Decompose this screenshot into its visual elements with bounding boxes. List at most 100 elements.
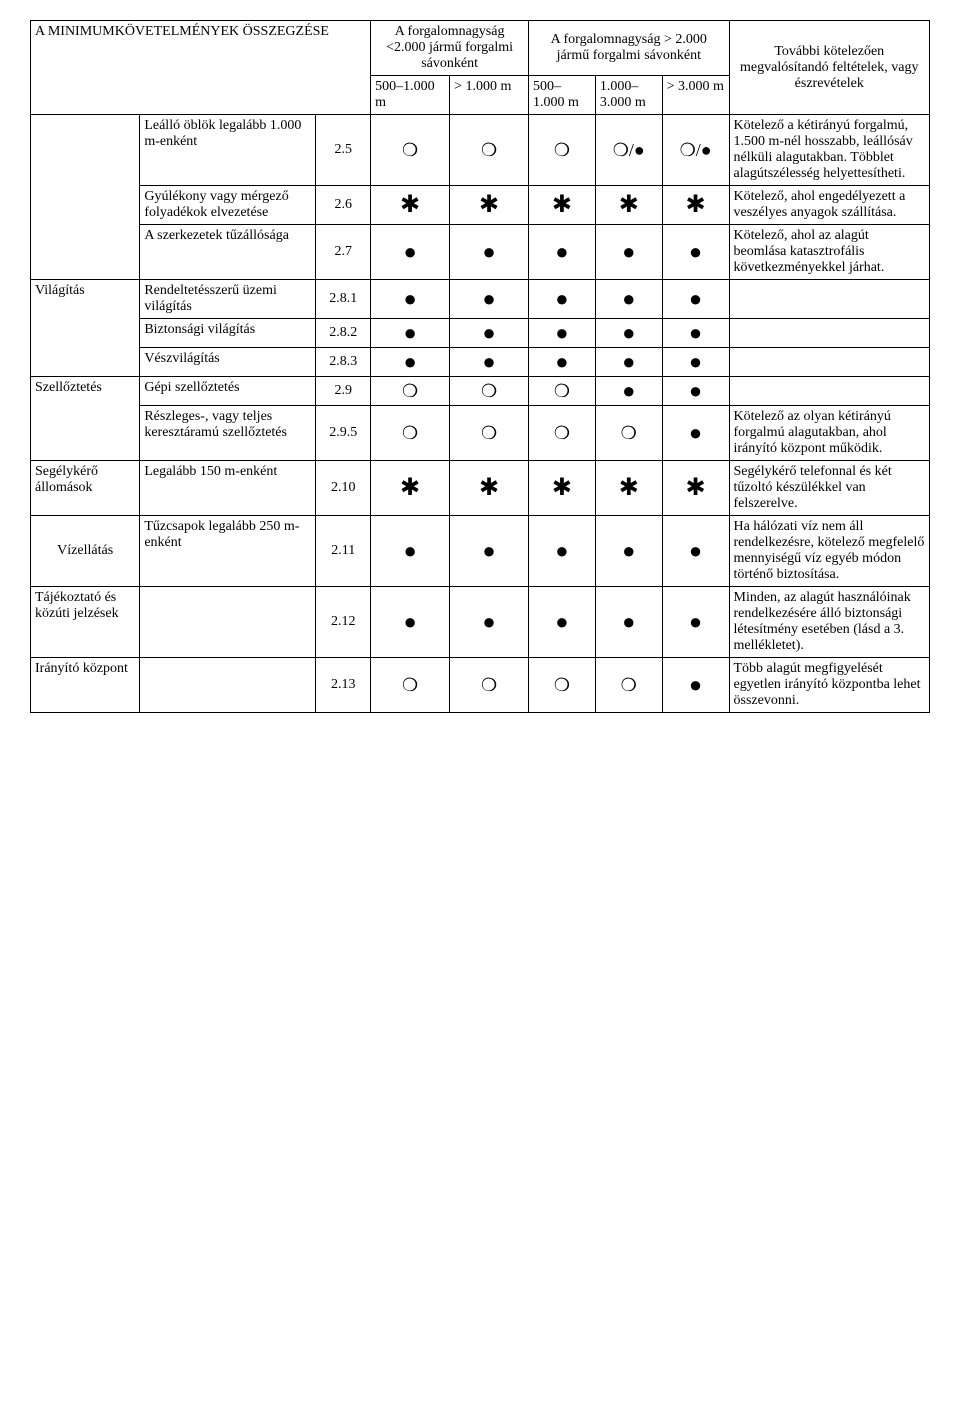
row-desc: Részleges-, vagy teljes keresztáramú sze… — [140, 406, 316, 461]
row-desc: Gyúlékony vagy mérgező folyadékok elveze… — [140, 186, 316, 225]
cell: ✱ — [371, 186, 450, 225]
cell: ❍ — [371, 377, 450, 406]
row-num: 2.11 — [316, 516, 371, 587]
cell: ❍ — [450, 658, 529, 713]
row-desc: Vészvilágítás — [140, 348, 316, 377]
cell: ❍/● — [595, 115, 662, 186]
row-desc — [140, 587, 316, 658]
cell: ❍ — [529, 406, 596, 461]
header-remarks: További kötelezően megvalósítandó feltét… — [729, 21, 930, 115]
cell: ❍ — [450, 406, 529, 461]
row-num: 2.12 — [316, 587, 371, 658]
cell: ● — [529, 280, 596, 319]
cell: ❍ — [371, 406, 450, 461]
cell: ● — [595, 319, 662, 348]
cell: ● — [662, 406, 729, 461]
cell: ● — [371, 587, 450, 658]
cell: ❍ — [529, 658, 596, 713]
cell: ● — [662, 658, 729, 713]
row-num: 2.9.5 — [316, 406, 371, 461]
sub-b2: 1.000–3.000 m — [595, 76, 662, 115]
cell: ✱ — [662, 186, 729, 225]
cell: ● — [662, 516, 729, 587]
cell: ❍ — [450, 377, 529, 406]
cell: ● — [662, 587, 729, 658]
cell: ● — [371, 319, 450, 348]
cell: ● — [371, 225, 450, 280]
row-desc: Legalább 150 m-enként — [140, 461, 316, 516]
row-desc: Gépi szellőztetés — [140, 377, 316, 406]
cell: ✱ — [595, 461, 662, 516]
cell: ❍/● — [662, 115, 729, 186]
row-desc: A szerkezetek tűzállósága — [140, 225, 316, 280]
cell: ✱ — [450, 186, 529, 225]
row-desc: Biztonsági világítás — [140, 319, 316, 348]
header-group-b: A forgalomnagyság > 2.000 jármű forgalmi… — [529, 21, 729, 76]
cell: ● — [662, 348, 729, 377]
cell: ● — [450, 587, 529, 658]
row-desc: Leálló öblök legalább 1.000 m-enként — [140, 115, 316, 186]
sub-b3: > 3.000 m — [662, 76, 729, 115]
remark: Több alagút megfigyelését egyetlen irány… — [729, 658, 930, 713]
remark: Segélykérő telefonnal és két tűzoltó kés… — [729, 461, 930, 516]
remark: Ha hálózati víz nem áll rendelkezésre, k… — [729, 516, 930, 587]
cell: ● — [595, 587, 662, 658]
category-szelloztetes: Szellőztetés — [31, 377, 140, 461]
cell: ● — [371, 348, 450, 377]
cell: ● — [529, 348, 596, 377]
cell: ❍ — [529, 115, 596, 186]
cell: ● — [371, 280, 450, 319]
remark — [729, 348, 930, 377]
category-tajekoztato: Tájékoztató és közúti jelzések — [31, 587, 140, 658]
category-vizellatas: Vízellátás — [31, 516, 140, 587]
cell: ● — [595, 516, 662, 587]
sub-a1: 500–1.000 m — [371, 76, 450, 115]
sub-b1: 500–1.000 m — [529, 76, 596, 115]
cell: ● — [662, 377, 729, 406]
row-num: 2.8.1 — [316, 280, 371, 319]
cell: ❍ — [529, 377, 596, 406]
cell: ● — [450, 348, 529, 377]
cell: ✱ — [595, 186, 662, 225]
remark — [729, 377, 930, 406]
cell: ✱ — [371, 461, 450, 516]
remark: Kötelező, ahol engedélyezett a veszélyes… — [729, 186, 930, 225]
cell: ● — [662, 225, 729, 280]
category-segelykero: Segélykérő állomások — [31, 461, 140, 516]
cell: ❍ — [371, 658, 450, 713]
row-desc: Tűzcsapok legalább 250 m-enként — [140, 516, 316, 587]
requirements-table: A MINIMUMKÖVETELMÉNYEK ÖSSZEGZÉSE A forg… — [30, 20, 930, 713]
cell: ● — [529, 319, 596, 348]
cell: ● — [662, 319, 729, 348]
row-num: 2.9 — [316, 377, 371, 406]
cell: ● — [662, 280, 729, 319]
remark: Kötelező, ahol az alagút beomlása katasz… — [729, 225, 930, 280]
row-num: 2.6 — [316, 186, 371, 225]
remark: Kötelező a kétirányú forgalmú, 1.500 m-n… — [729, 115, 930, 186]
cell: ● — [529, 225, 596, 280]
category-cell — [31, 115, 140, 280]
cell: ● — [529, 587, 596, 658]
header-group-a: A forgalomnagyság <2.000 jármű forgalmi … — [371, 21, 529, 76]
row-desc: Rendeltetésszerű üzemi világítás — [140, 280, 316, 319]
cell: ❍ — [595, 658, 662, 713]
row-num: 2.10 — [316, 461, 371, 516]
cell: ✱ — [529, 461, 596, 516]
remark — [729, 280, 930, 319]
category-vilagitas: Világítás — [31, 280, 140, 377]
table-title: A MINIMUMKÖVETELMÉNYEK ÖSSZEGZÉSE — [31, 21, 371, 115]
cell: ● — [595, 348, 662, 377]
cell: ✱ — [450, 461, 529, 516]
remark: Kötelező az olyan kétirányú forgalmú ala… — [729, 406, 930, 461]
sub-a2: > 1.000 m — [450, 76, 529, 115]
cell: ● — [450, 516, 529, 587]
row-num: 2.8.2 — [316, 319, 371, 348]
row-num: 2.5 — [316, 115, 371, 186]
cell: ● — [595, 225, 662, 280]
row-num: 2.8.3 — [316, 348, 371, 377]
remark — [729, 319, 930, 348]
cell: ● — [371, 516, 450, 587]
cell: ❍ — [371, 115, 450, 186]
remark: Minden, az alagút használóinak rendelkez… — [729, 587, 930, 658]
cell: ● — [450, 280, 529, 319]
